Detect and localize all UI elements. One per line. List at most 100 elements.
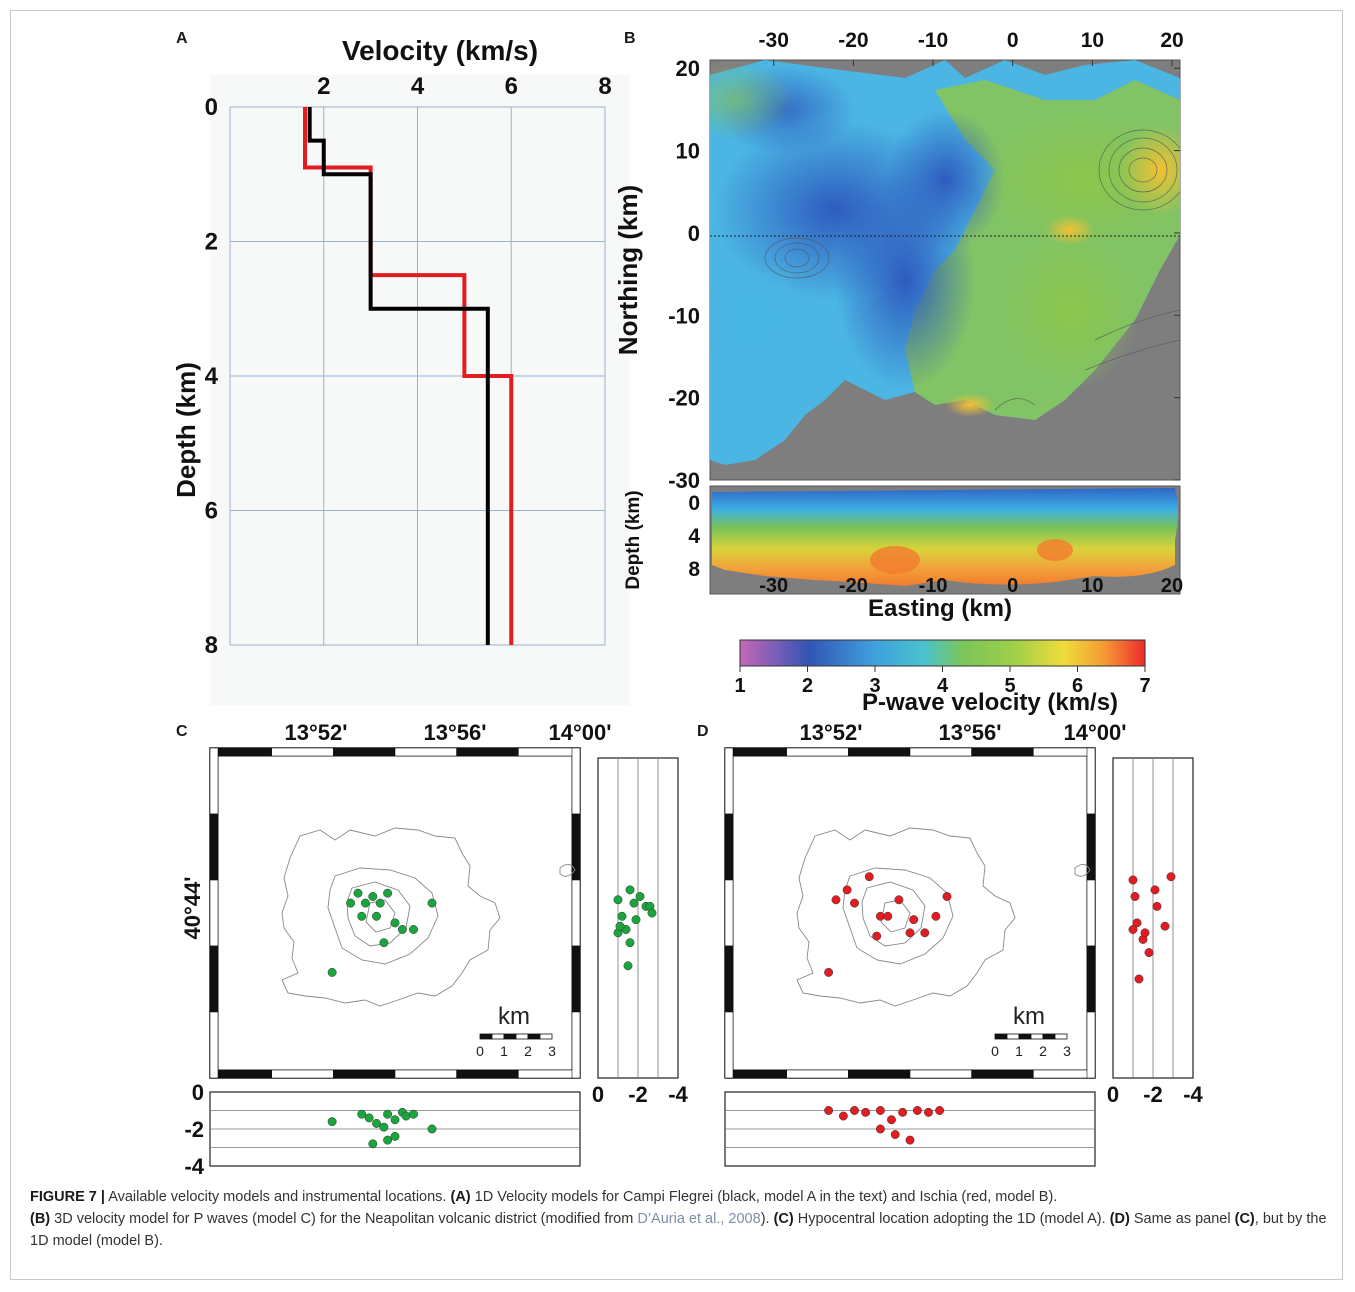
border-segment	[909, 1069, 972, 1079]
hypocenter-dot	[1128, 925, 1138, 934]
colorbar-tick-label: 3	[869, 675, 880, 697]
x-tick-label: 2	[317, 73, 330, 100]
border-segment	[271, 1069, 334, 1079]
y-tick-label: -20	[668, 386, 700, 411]
border-segment	[271, 747, 334, 757]
scale-tick-label: 0	[991, 1043, 999, 1059]
border-segment	[209, 813, 219, 881]
hypocenter-dot	[625, 938, 635, 948]
hypocenter-dot	[890, 1130, 900, 1139]
hypocenter-dot	[357, 911, 367, 921]
hypocenter-dot	[368, 1139, 378, 1149]
caption-ref-c: (C)	[1234, 1211, 1255, 1227]
hypocenter-dot	[942, 892, 952, 901]
border-segment	[724, 747, 734, 815]
scale-tick-label: 0	[476, 1043, 484, 1059]
longitude-tick-label: 14°00'	[549, 720, 612, 745]
colorbar-tick-label: 1	[734, 675, 745, 697]
hypocenter-dot	[824, 967, 834, 977]
section-tick-label: 4	[688, 525, 700, 548]
scale-bar-segment	[1018, 1033, 1032, 1040]
border-segment	[571, 813, 581, 881]
border-segment	[1086, 879, 1096, 947]
depth-tick-label: 0	[192, 1080, 204, 1105]
hypocenter-dot	[617, 911, 627, 921]
hypocenter-dot	[390, 1115, 400, 1125]
hypocenter-dot	[383, 888, 393, 898]
y-tick-label: 0	[688, 221, 700, 246]
x-tick-label: -10	[918, 29, 948, 52]
hypocenter-dot	[824, 1106, 834, 1115]
colorbar-tick-label: 5	[1004, 675, 1015, 697]
depth-tick-label: -2	[184, 1117, 204, 1142]
scale-bar-segment	[527, 1033, 541, 1040]
section-x-tick-label: 0	[1007, 575, 1018, 597]
topography-contours	[764, 129, 1180, 411]
scale-tick-label: 2	[524, 1043, 532, 1059]
border-segment	[1086, 747, 1096, 815]
hypocenter-dot	[1160, 921, 1170, 931]
hypocenter-dot	[850, 898, 859, 908]
scale-tick-label: 1	[1015, 1043, 1023, 1059]
scale-bar-segment	[1006, 1033, 1020, 1040]
caption-text: , but by the 1D model (model B).	[30, 1211, 1327, 1249]
x-tick-label: 8	[598, 73, 611, 100]
caption-ref-b: (B)	[30, 1211, 51, 1227]
caption-text: 1D Velocity models for Campi Flegrei (bl…	[470, 1189, 1058, 1205]
series-line-red	[303, 107, 514, 645]
hypocenter-dot	[409, 925, 418, 934]
border-segment	[571, 747, 581, 815]
colorbar-tick-label: 2	[802, 675, 813, 697]
border-segment	[394, 747, 457, 757]
border-segment	[571, 945, 581, 1013]
panel-letter-a: A	[176, 30, 188, 47]
border-segment	[209, 1069, 272, 1079]
section-x-tick-label: -30	[759, 575, 788, 597]
hypocenter-dot	[909, 915, 919, 925]
hypocenter-dot	[872, 931, 882, 941]
hypocenter-dot	[887, 1115, 896, 1125]
border-segment	[724, 879, 734, 947]
hypocenter-dot	[613, 895, 623, 905]
border-segment	[724, 1069, 787, 1079]
border-segment	[518, 1069, 581, 1079]
scale-bar-segment	[1054, 1033, 1068, 1040]
x-tick-label: 20	[1160, 29, 1183, 52]
scale-bar-segment	[503, 1033, 517, 1040]
caption-ref-d: (D)	[1109, 1211, 1130, 1227]
longitude-tick-label: 13°52'	[285, 720, 348, 745]
hypocenter-dot	[364, 1113, 374, 1123]
latitude-tick-label: 40°44'	[180, 877, 205, 940]
hypocenter-dot	[401, 1111, 411, 1121]
hypocenter-dot	[390, 918, 400, 928]
figure-caption: FIGURE 7 | Available velocity models and…	[30, 1186, 1330, 1252]
series-line-black	[307, 107, 490, 645]
hypocenter-dot	[875, 911, 885, 921]
panel-letter-b: B	[624, 30, 636, 47]
border-segment	[456, 747, 519, 757]
border-segment	[724, 813, 734, 881]
border-segment	[848, 747, 911, 757]
hypocenter-dot	[625, 885, 635, 895]
section-tick-label: 8	[688, 558, 700, 581]
citation-link[interactable]: D’Auria et al., 2008	[637, 1211, 761, 1227]
hypocenter-dot	[1152, 901, 1162, 911]
hypocenter-dot	[875, 1124, 885, 1134]
hypocenter-dot	[379, 1122, 389, 1132]
hypocenter-dot	[894, 895, 904, 905]
panel-letter-c: C	[176, 723, 188, 740]
y-tick-label: -30	[668, 468, 700, 493]
hypocenter-dot	[635, 892, 645, 901]
hypocenter-dot	[935, 1106, 945, 1115]
velocity-field	[710, 60, 1180, 465]
scale-bar-segment	[539, 1033, 553, 1040]
scale-bar-segment	[1042, 1033, 1056, 1040]
hypocenter-dot	[912, 1106, 922, 1115]
depth-tick-label: -2	[628, 1082, 648, 1107]
depth-tick-label: 0	[1107, 1082, 1119, 1107]
hypocenter-dot	[920, 928, 930, 938]
hypocenter-dot	[427, 898, 437, 908]
y-tick-label: 8	[205, 632, 218, 659]
hypocenter-dot	[397, 925, 407, 934]
